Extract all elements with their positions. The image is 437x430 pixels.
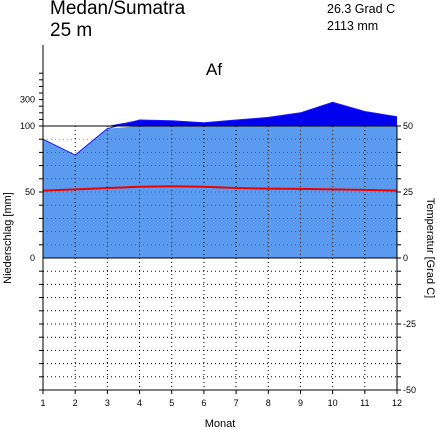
mean-temperature: 26.3 Grad C [327, 2, 396, 16]
x-tick-label: 1 [40, 398, 45, 408]
x-tick-label: 4 [137, 398, 142, 408]
humid-area-lower [43, 186, 397, 258]
right-tick-label: 25 [403, 187, 413, 197]
x-tick-label: 9 [298, 398, 303, 408]
x-axis-title: Monat [205, 418, 236, 430]
right-axis-title: Temperatur [Grad C] [424, 198, 436, 298]
left-tick-label: 0 [30, 253, 35, 263]
x-tick-label: 7 [234, 398, 239, 408]
x-tick-label: 3 [105, 398, 110, 408]
x-tick-label: 10 [328, 398, 338, 408]
left-tick-label: 50 [25, 187, 35, 197]
x-tick-label: 2 [73, 398, 78, 408]
x-tick-label: 6 [201, 398, 206, 408]
left-axis-title: Niederschlag [mm] [2, 192, 14, 284]
right-tick-label: 50 [403, 121, 413, 131]
axes [39, 45, 401, 394]
right-tick-label: -25 [403, 319, 416, 329]
humid-area [43, 126, 397, 191]
right-tick-label: -50 [403, 385, 416, 395]
climate-class: Af [206, 60, 223, 79]
temperature-line [42, 185, 398, 192]
station-name: Medan/Sumatra [50, 0, 186, 19]
right-tick-label: 0 [403, 253, 408, 263]
x-tick-label: 8 [266, 398, 271, 408]
perhumid-area [43, 102, 397, 126]
precipitation-areas [43, 102, 397, 258]
precipitation-line [42, 101, 398, 156]
left-tick-label: 100 [20, 121, 35, 131]
annual-precipitation: 2113 mm [327, 19, 379, 33]
station-elevation: 25 m [50, 20, 93, 41]
x-tick-label: 12 [392, 398, 402, 408]
data-lines [42, 101, 398, 192]
left-tick-label: 300 [20, 95, 35, 105]
x-tick-label: 11 [360, 398, 369, 408]
x-tick-label: 5 [169, 398, 174, 408]
